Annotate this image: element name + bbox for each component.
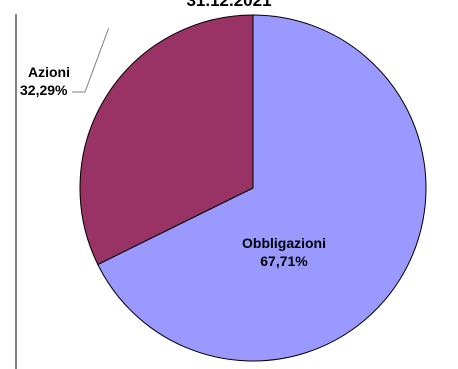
azioni-percent-label: 32,29%: [20, 82, 68, 98]
chart-title: 31.12.2021: [186, 0, 272, 10]
obbligazioni-percent-label: 67,71%: [260, 253, 308, 269]
azioni-leader-line: [72, 28, 110, 93]
obbligazioni-label: Obbligazioni: [242, 235, 326, 251]
azioni-label: Azioni: [28, 64, 70, 80]
obbligazioni-slice: [97, 14, 427, 362]
azioni-slice: [79, 14, 254, 266]
pie-slices: [79, 14, 427, 362]
